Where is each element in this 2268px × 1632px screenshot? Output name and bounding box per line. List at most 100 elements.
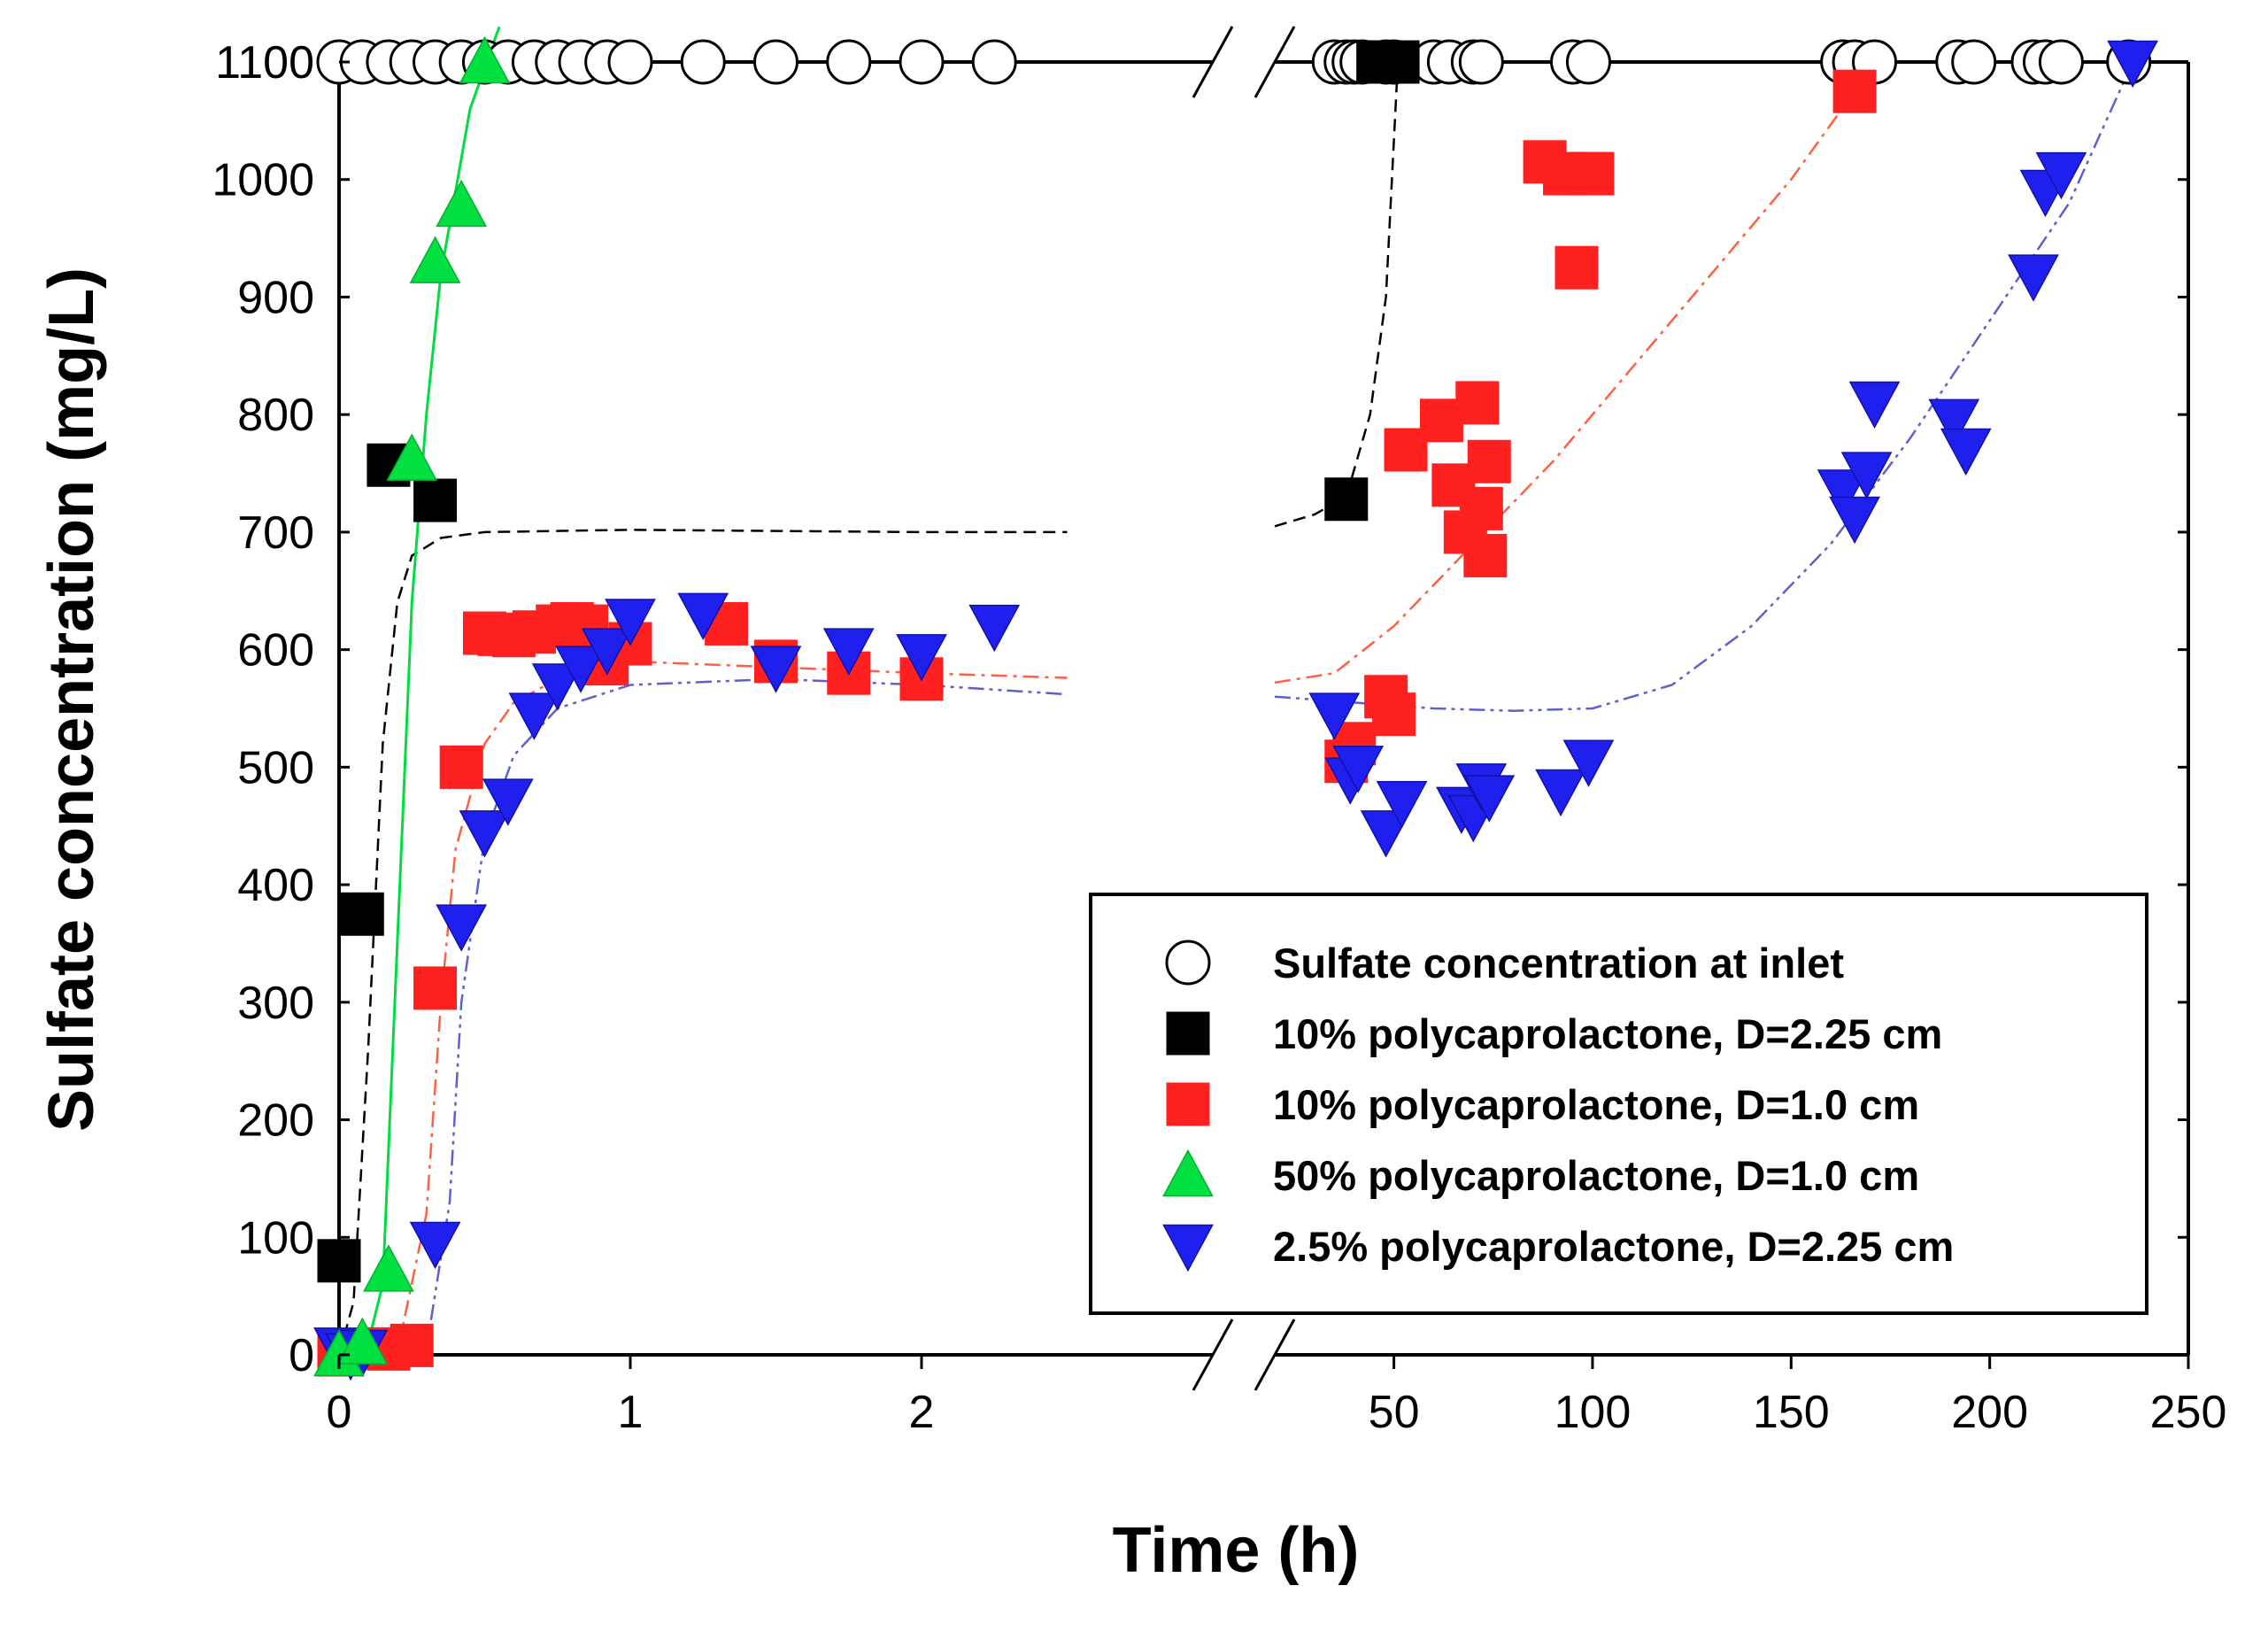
data-point bbox=[1565, 39, 1611, 85]
data-point bbox=[750, 646, 802, 693]
x-tick-label: 150 bbox=[1753, 1387, 1830, 1438]
data-point bbox=[482, 778, 534, 826]
data-point bbox=[753, 39, 798, 85]
data-point bbox=[607, 39, 653, 85]
data-point bbox=[1817, 469, 1869, 517]
data-point bbox=[1372, 692, 1416, 737]
y-tick-label: 500 bbox=[237, 742, 314, 793]
data-point bbox=[413, 966, 458, 1010]
series-3 bbox=[313, 35, 511, 1377]
data-point bbox=[1360, 810, 1412, 858]
data-point bbox=[439, 745, 483, 789]
data-point bbox=[409, 236, 461, 283]
data-points bbox=[313, 35, 2159, 1381]
data-point bbox=[822, 628, 875, 676]
data-point bbox=[1562, 739, 1615, 787]
data-point bbox=[1840, 452, 1893, 499]
data-point bbox=[1376, 40, 1420, 84]
y-tick-label: 0 bbox=[289, 1330, 314, 1381]
data-point bbox=[336, 1317, 389, 1365]
data-point bbox=[1324, 477, 1369, 522]
axis-break-mark bbox=[1192, 1319, 1234, 1391]
legend-marker bbox=[1162, 1149, 1214, 1197]
data-point bbox=[1458, 39, 1504, 85]
data-point bbox=[581, 628, 633, 676]
data-point bbox=[1459, 486, 1503, 530]
data-point bbox=[1570, 151, 1615, 196]
y-tick-label: 800 bbox=[237, 390, 314, 441]
data-point bbox=[531, 663, 583, 711]
data-point bbox=[1535, 769, 1586, 817]
legend-label: Sulfate concentration at inlet bbox=[1273, 940, 1844, 986]
legend-label: 2.5% polycaprolactone, D=2.25 cm bbox=[1273, 1223, 1954, 1270]
fit-curve bbox=[337, 529, 1068, 1356]
data-point bbox=[2107, 40, 2159, 89]
data-point bbox=[413, 478, 458, 522]
y-tick-label: 600 bbox=[237, 625, 314, 677]
y-tick-label: 1000 bbox=[212, 155, 314, 206]
y-tick-label: 400 bbox=[237, 860, 314, 911]
axis-break-mark bbox=[1254, 1319, 1296, 1391]
data-point bbox=[1928, 398, 1980, 446]
data-point bbox=[899, 39, 945, 85]
data-point bbox=[1554, 245, 1599, 290]
axis-break-mark bbox=[1192, 26, 1234, 98]
fit-curve bbox=[1274, 61, 1400, 528]
legend-box bbox=[1089, 893, 2148, 1315]
data-point bbox=[968, 604, 1021, 653]
data-point bbox=[409, 1221, 461, 1270]
data-point bbox=[555, 646, 606, 693]
data-point bbox=[1832, 69, 1877, 113]
data-point bbox=[436, 904, 488, 952]
x-tick-label: 50 bbox=[1369, 1387, 1420, 1438]
data-point bbox=[1376, 780, 1428, 829]
legend-label: 10% polycaprolactone, D=1.0 cm bbox=[1273, 1081, 1919, 1128]
data-point bbox=[363, 1244, 414, 1292]
data-point bbox=[826, 39, 872, 85]
data-point bbox=[1940, 428, 1992, 476]
y-tick-label: 700 bbox=[237, 507, 314, 559]
fit-curve bbox=[1274, 61, 2134, 712]
data-point bbox=[1463, 775, 1516, 823]
y-tick-label: 200 bbox=[237, 1095, 314, 1147]
data-point bbox=[459, 810, 511, 858]
data-point bbox=[680, 39, 726, 85]
y-tick-label: 900 bbox=[237, 272, 314, 323]
data-point bbox=[1308, 692, 1361, 740]
legend-marker bbox=[1165, 940, 1211, 986]
legend-marker bbox=[1166, 1011, 1210, 1056]
y-tick-label: 100 bbox=[237, 1212, 314, 1264]
data-point bbox=[677, 592, 729, 640]
y-tick-label: 300 bbox=[237, 978, 314, 1029]
x-axis-title: Time (h) bbox=[1113, 1515, 1360, 1586]
legend-label: 50% polycaprolactone, D=1.0 cm bbox=[1273, 1152, 1919, 1199]
data-point bbox=[1463, 533, 1508, 577]
data-point bbox=[1332, 746, 1385, 793]
legend: Sulfate concentration at inlet 10% polyca… bbox=[1089, 893, 2148, 1315]
data-point bbox=[2038, 39, 2084, 85]
legend-label: 10% polycaprolactone, D=2.25 cm bbox=[1273, 1010, 1942, 1057]
fit-curves bbox=[337, 26, 2134, 1357]
fit-curve bbox=[1274, 90, 1856, 685]
legend-marker bbox=[1166, 1082, 1210, 1126]
data-point bbox=[508, 692, 560, 740]
data-point bbox=[2008, 254, 2059, 302]
data-point bbox=[317, 1239, 361, 1283]
data-point bbox=[605, 599, 656, 646]
data-point bbox=[2035, 151, 2087, 200]
data-point bbox=[1951, 39, 1997, 85]
y-tick-label: 1100 bbox=[215, 37, 314, 89]
data-point bbox=[390, 1323, 434, 1367]
x-tick-label: 2 bbox=[909, 1387, 935, 1438]
x-tick-label: 100 bbox=[1554, 1387, 1632, 1438]
data-point bbox=[1455, 381, 1500, 425]
x-tick-label: 200 bbox=[1951, 1387, 2028, 1438]
x-tick-label: 250 bbox=[2150, 1387, 2227, 1438]
data-point bbox=[1467, 439, 1511, 483]
data-point bbox=[386, 433, 438, 481]
data-point bbox=[436, 179, 488, 228]
data-point bbox=[340, 892, 384, 936]
data-point bbox=[1829, 496, 1880, 545]
